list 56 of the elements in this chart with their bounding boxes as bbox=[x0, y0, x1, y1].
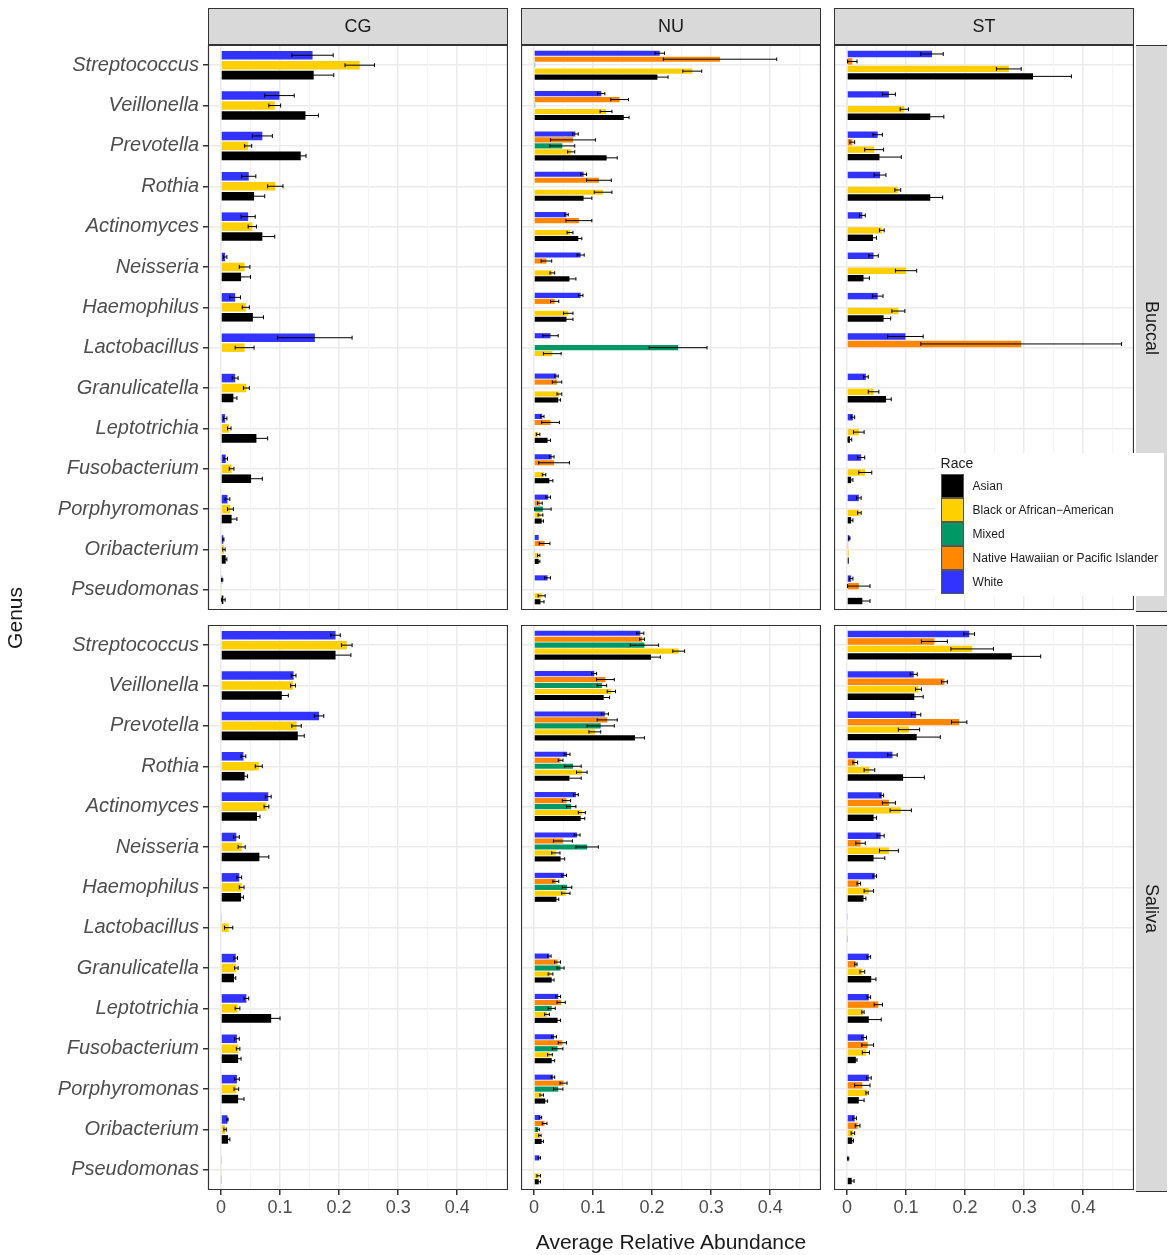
y-tick-label: Streptococcus bbox=[72, 632, 199, 655]
x-tick-label: 0.1 bbox=[893, 1196, 919, 1217]
x-tick-label: 0.4 bbox=[444, 1196, 470, 1217]
legend-label: Mixed bbox=[972, 527, 1005, 541]
x-tick-label: 0 bbox=[841, 1196, 852, 1217]
chart-title: CG bbox=[208, 8, 508, 45]
y-axis-title: Genus bbox=[3, 586, 27, 649]
y-tick-label: Lactobacillus bbox=[83, 915, 199, 938]
x-tick-label: 0.2 bbox=[639, 1196, 665, 1217]
y-tick-label: Actinomyces bbox=[84, 214, 199, 237]
legend-label: Native Hawaiian or Pacific Islander bbox=[972, 551, 1158, 565]
y-tick-label: Leptotrichia bbox=[95, 415, 199, 438]
x-tick-label: 0.4 bbox=[757, 1196, 783, 1217]
x-tick-label: 0.3 bbox=[698, 1196, 724, 1217]
x-tick-label: 0.1 bbox=[267, 1196, 293, 1217]
x-tick-label: 0.3 bbox=[1011, 1196, 1037, 1217]
y-tick-label: Neisseria bbox=[115, 254, 199, 277]
y-tick-label: Oribacterium bbox=[84, 537, 199, 560]
y-tick-label: Actinomyces bbox=[84, 794, 199, 817]
legend-label: Black or African−American bbox=[972, 503, 1114, 517]
y-tick-label: Leptotrichia bbox=[95, 995, 199, 1018]
x-tick-label: 0 bbox=[528, 1196, 539, 1217]
y-tick-label: Haemophilus bbox=[82, 294, 199, 317]
y-tick-label: Rothia bbox=[141, 753, 199, 776]
y-tick-label: Streptococcus bbox=[72, 52, 199, 75]
y-tick-label: Oribacterium bbox=[84, 1117, 199, 1140]
x-tick-label: 0 bbox=[215, 1196, 226, 1217]
y-tick-label: Prevotella bbox=[110, 133, 199, 156]
text: Saliva bbox=[1141, 883, 1162, 934]
legend-title: Race bbox=[940, 455, 975, 471]
y-tick-label: Neisseria bbox=[115, 834, 199, 857]
x-tick-label: 0.4 bbox=[1070, 1196, 1096, 1217]
y-tick-label: Fusobacterium bbox=[66, 456, 199, 479]
y-tick-label: Haemophilus bbox=[82, 874, 199, 897]
y-tick-label: Granulicatella bbox=[76, 955, 199, 978]
x-tick-label: 0.2 bbox=[326, 1196, 352, 1217]
y-tick-label: Veillonella bbox=[108, 673, 199, 696]
chart-title: NU bbox=[521, 8, 821, 45]
y-tick-label: Pseudomonas bbox=[71, 1157, 199, 1180]
x-tick-label: 0.1 bbox=[580, 1196, 606, 1217]
y-tick-label: Lactobacillus bbox=[83, 335, 199, 358]
y-tick-label: Veillonella bbox=[108, 93, 199, 116]
x-axis-title: Average Relative Abundance bbox=[534, 1230, 808, 1254]
y-tick-label: Rothia bbox=[141, 173, 199, 196]
y-tick-label: Porphyromonas bbox=[57, 496, 199, 519]
legend-label: Asian bbox=[972, 479, 1003, 493]
y-tick-label: Prevotella bbox=[110, 713, 199, 736]
chart-title: ST bbox=[834, 8, 1134, 45]
x-tick-label: 0.2 bbox=[952, 1196, 978, 1217]
x-tick-label: 0.3 bbox=[385, 1196, 411, 1217]
text: Buccal bbox=[1141, 301, 1162, 356]
y-tick-label: Fusobacterium bbox=[66, 1036, 199, 1059]
legend-label: White bbox=[972, 575, 1004, 589]
y-tick-label: Pseudomonas bbox=[71, 577, 199, 600]
y-tick-label: Granulicatella bbox=[76, 375, 199, 398]
y-tick-label: Porphyromonas bbox=[57, 1076, 199, 1099]
